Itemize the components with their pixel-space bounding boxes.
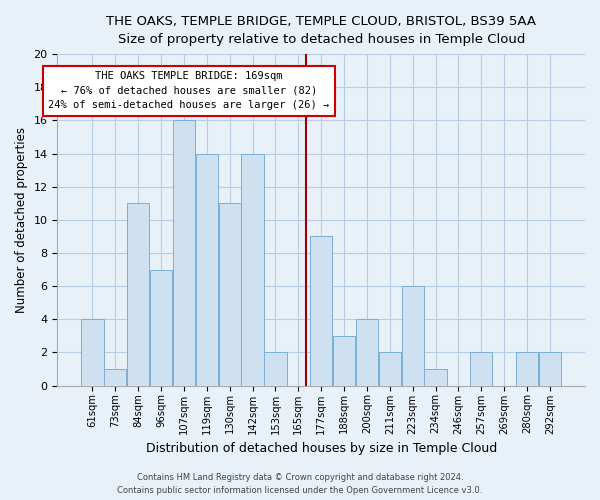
Bar (82, 320, 104, 386)
Bar (150, 270, 172, 386)
Bar (104, 369, 127, 386)
Text: Contains HM Land Registry data © Crown copyright and database right 2024.
Contai: Contains HM Land Registry data © Crown c… (118, 474, 482, 495)
Bar (196, 154, 218, 386)
Bar (127, 204, 149, 386)
Bar (470, 352, 493, 386)
Text: THE OAKS TEMPLE BRIDGE: 169sqm
← 76% of detached houses are smaller (82)
24% of : THE OAKS TEMPLE BRIDGE: 169sqm ← 76% of … (48, 71, 329, 110)
Bar (424, 369, 446, 386)
Bar (173, 120, 195, 386)
Bar (333, 336, 355, 386)
Bar (310, 236, 332, 386)
Y-axis label: Number of detached properties: Number of detached properties (15, 127, 28, 313)
Bar (516, 352, 538, 386)
Bar (539, 352, 561, 386)
Bar (241, 154, 263, 386)
X-axis label: Distribution of detached houses by size in Temple Cloud: Distribution of detached houses by size … (146, 442, 497, 455)
Title: THE OAKS, TEMPLE BRIDGE, TEMPLE CLOUD, BRISTOL, BS39 5AA
Size of property relati: THE OAKS, TEMPLE BRIDGE, TEMPLE CLOUD, B… (106, 15, 536, 46)
Bar (401, 286, 424, 386)
Bar (379, 352, 401, 386)
Bar (356, 320, 378, 386)
Bar (265, 352, 287, 386)
Bar (218, 204, 241, 386)
